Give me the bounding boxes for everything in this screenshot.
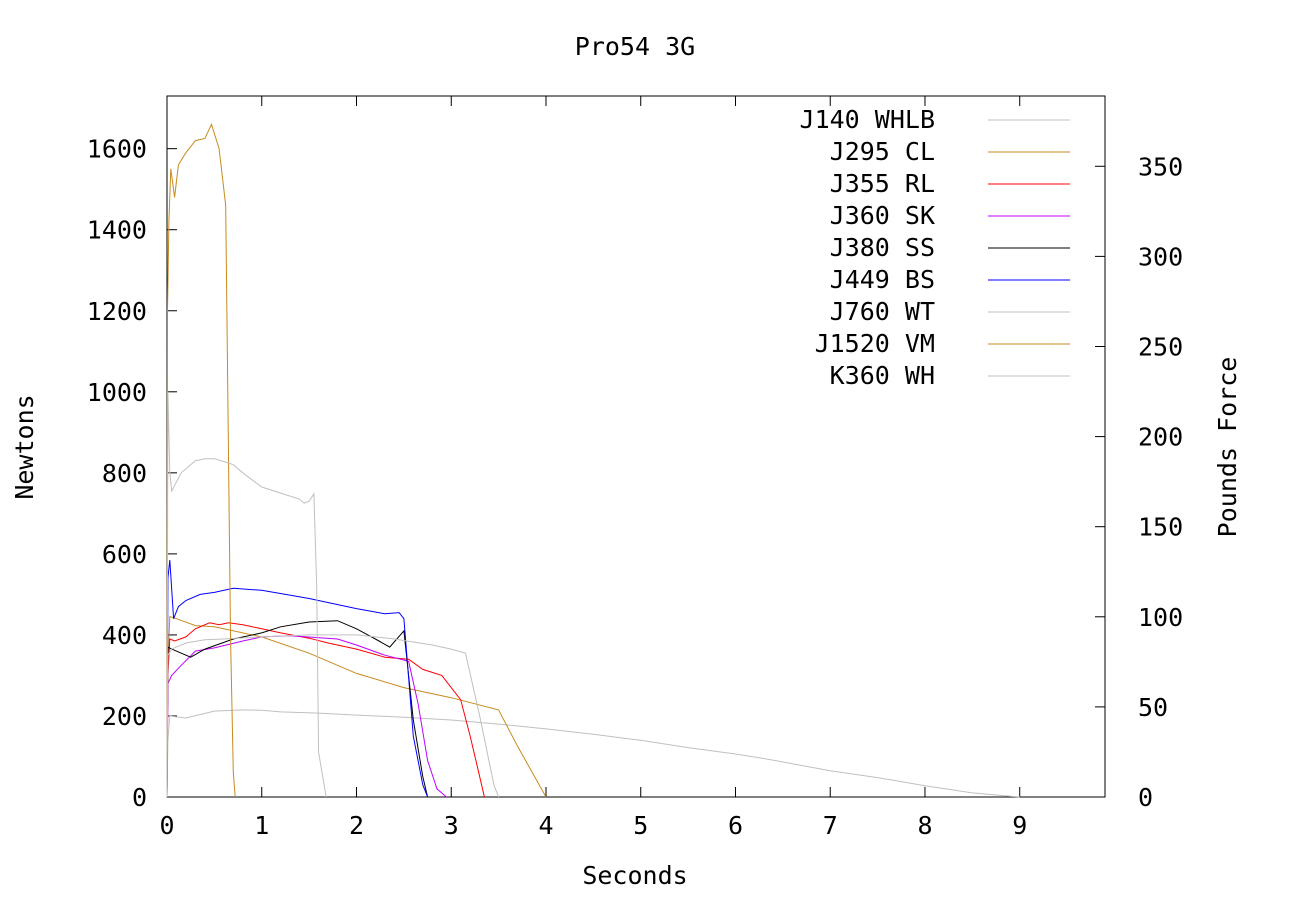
y-tick-label: 1600 (87, 135, 147, 164)
x-tick-label: 7 (823, 811, 838, 840)
y2-tick-label: 250 (1138, 332, 1183, 361)
x-tick-label: 0 (159, 811, 174, 840)
series-line (166, 616, 547, 798)
x-tick-label: 8 (917, 811, 932, 840)
x-tick-label: 4 (538, 811, 553, 840)
y2-tick-label: 150 (1138, 513, 1183, 542)
series-line (166, 635, 447, 798)
y-tick-label: 0 (132, 783, 147, 812)
series-line (166, 709, 1020, 798)
y-tick-label: 1000 (87, 378, 147, 407)
legend-label: J380 SS (830, 233, 935, 262)
legend-label: K360 WH (830, 361, 935, 390)
y2-axis-label: Pounds Force (1213, 357, 1242, 538)
series-line (166, 123, 236, 798)
series-line (166, 622, 485, 798)
y-tick-label: 800 (102, 459, 147, 488)
legend-label: J295 CL (830, 137, 935, 166)
y2-tick-label: 200 (1138, 423, 1183, 452)
axis-ticks: 0 1 2 3 4 5 6 7 8 9 0 200 400 600 800 1000 1200 1400 1600 0… (87, 96, 1183, 840)
legend: J140 WHLB J295 CL J355 RL J360 SK J380 SS J44… (800, 105, 1070, 390)
y2-tick-label: 350 (1138, 152, 1183, 181)
legend-label: J449 BS (830, 265, 935, 294)
series-line (166, 559, 429, 798)
legend-label: J360 SK (830, 201, 935, 230)
y2-tick-label: 300 (1138, 242, 1183, 271)
x-axis-label: Seconds (582, 861, 687, 890)
x-tick-label: 2 (349, 811, 364, 840)
legend-label: J760 WT (830, 297, 935, 326)
series-lines (166, 123, 1020, 798)
x-tick-label: 6 (728, 811, 743, 840)
legend-label: J355 RL (830, 169, 935, 198)
series-line (166, 634, 500, 798)
y-axis-label: Newtons (10, 394, 39, 499)
y-tick-label: 1200 (87, 297, 147, 326)
y-tick-label: 600 (102, 540, 147, 569)
x-tick-label: 1 (254, 811, 269, 840)
series-line (166, 620, 429, 798)
y2-tick-label: 0 (1138, 783, 1153, 812)
y2-tick-label: 50 (1138, 693, 1168, 722)
legend-label: J140 WHLB (800, 105, 935, 134)
x-tick-label: 5 (633, 811, 648, 840)
chart-title: Pro54 3G (575, 32, 695, 61)
legend-label: J1520 VM (815, 329, 935, 358)
y-tick-label: 400 (102, 621, 147, 650)
y2-tick-label: 100 (1138, 603, 1183, 632)
x-tick-label: 9 (1012, 811, 1027, 840)
series-line (166, 391, 327, 798)
x-tick-label: 3 (444, 811, 459, 840)
y-tick-label: 200 (102, 702, 147, 731)
plot-frame (166, 95, 1106, 798)
y-tick-label: 1400 (87, 216, 147, 245)
